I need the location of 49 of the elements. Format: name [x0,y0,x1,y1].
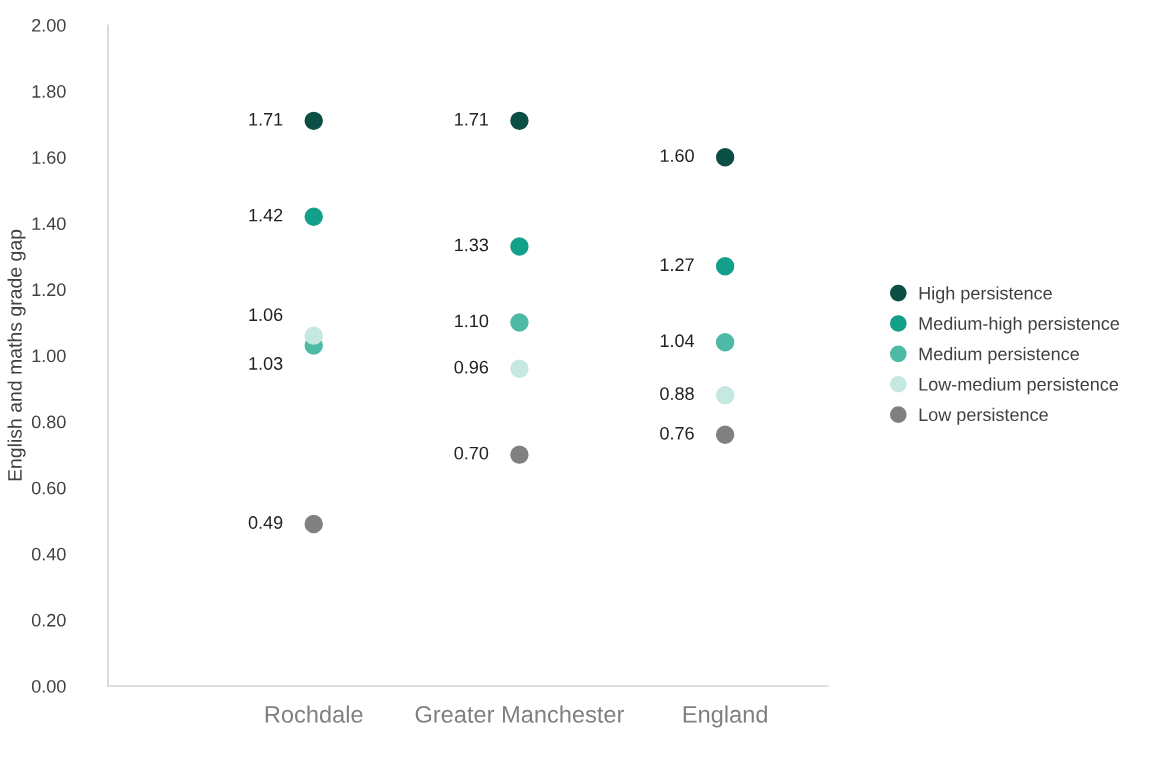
legend-label: Low-medium persistence [919,377,1119,395]
point [510,445,529,464]
point [715,147,735,167]
y-tick-label: 1.00 [32,349,66,363]
data-label: 0.49 [248,516,283,529]
y-tick-label: 1.40 [32,217,66,231]
data-label: 1.42 [249,208,283,222]
point [715,257,735,276]
point [304,326,323,345]
y-tick-label: 0.20 [31,613,66,627]
data-label: 1.10 [455,314,489,328]
point [510,359,529,378]
data-label: 1.27 [660,258,694,271]
data-label: 1.33 [455,238,489,252]
y-tick-label: 0.40 [31,547,66,561]
point [304,111,323,131]
data-label: 0.96 [454,360,489,374]
point [510,111,529,131]
legend-label: High persistence [919,286,1052,304]
legend-label: Medium-high persistence [919,316,1120,334]
point [715,385,735,405]
data-label: 1.06 [249,308,283,322]
point [510,237,529,256]
data-label: 1.60 [660,149,694,163]
data-label: 1.71 [249,113,283,126]
data-label: 0.76 [660,426,694,440]
data-label: 1.71 [455,113,488,126]
y-axis-title: English and maths grade gap [7,229,26,481]
data-label: 0.70 [454,446,489,460]
x-tick-label: Rochdale [265,705,363,723]
y-tick-label: 0.00 [31,679,66,693]
y-tick-label: 1.80 [32,85,66,98]
point [304,207,323,226]
data-label: 0.88 [660,387,694,401]
y-tick-label: 1.60 [32,151,66,164]
y-tick-label: 2.00 [32,18,66,32]
data-label: 1.04 [660,334,695,348]
legend-label: Low persistence [919,407,1048,425]
point [715,425,735,445]
y-tick-label: 1.20 [32,283,66,297]
x-tick-label: England [683,705,767,728]
legend-label: Medium persistence [919,347,1079,364]
data-label: 1.03 [249,357,283,370]
y-tick-label: 0.80 [31,415,66,429]
y-tick-label: 0.60 [31,481,66,495]
x-tick-label: Greater Manchester [415,705,625,723]
point [510,313,529,332]
point [304,514,323,534]
point [715,333,735,352]
